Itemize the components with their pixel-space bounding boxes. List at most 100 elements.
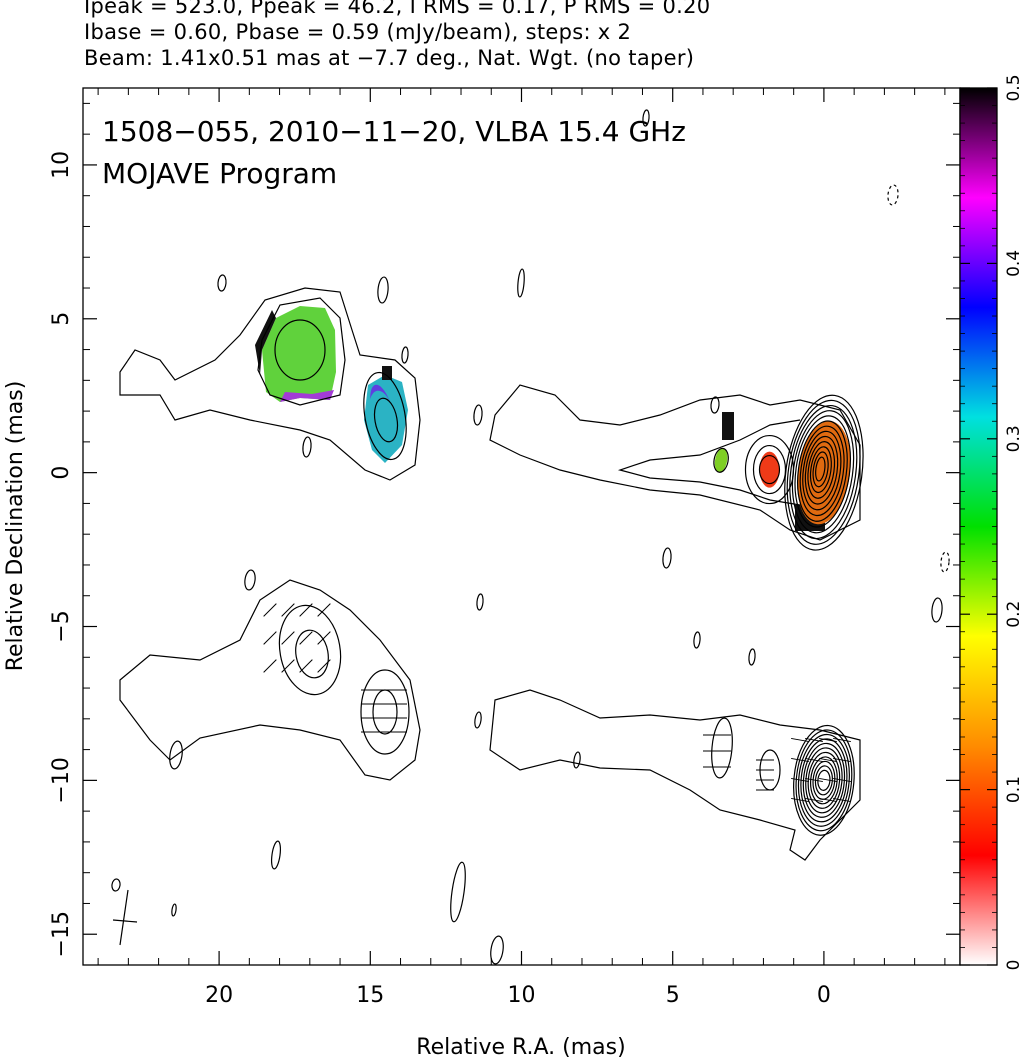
noise-contour-lower (450, 861, 466, 923)
beam-minor-axis (112, 919, 138, 923)
polarization-vector (791, 757, 809, 763)
polarization-vector (263, 631, 277, 645)
polarization-vector (819, 757, 837, 763)
polarization-vector (819, 737, 837, 743)
core-contour-lower (817, 769, 831, 791)
core-contour (815, 456, 826, 482)
noise-contour (302, 436, 312, 458)
knot-contour (713, 447, 729, 473)
polarization-vector (805, 757, 823, 763)
lobe-contour-outer (119, 287, 421, 481)
noise-contour (662, 547, 672, 569)
header-line-3: Beam: 1.41x0.51 mas at −7.7 deg., Nat. W… (84, 46, 695, 70)
colorbar-label: 0.1 (1004, 776, 1022, 803)
core-contour (786, 399, 861, 545)
polarization-vector (833, 797, 851, 803)
x-tick-label: 0 (817, 983, 831, 1008)
x-tick-label: 15 (356, 983, 384, 1008)
x-tick-label: 5 (666, 983, 680, 1008)
core-contour-lower (793, 724, 855, 836)
lobe-contour-lower-inner (295, 629, 329, 679)
plot-title-line-2: MOJAVE Program (102, 157, 337, 190)
polarization-vector (317, 631, 331, 645)
plot-title-line-1: 1508−055, 2010−11−20, VLBA 15.4 GHz (102, 115, 686, 148)
noise-contour-lower (244, 569, 256, 591)
knot-contour (752, 444, 787, 495)
component-1 (759, 451, 780, 488)
y-tick-label: 5 (49, 312, 74, 326)
header-line-2: Ibase = 0.60, Pbase = 0.59 (mJy/beam), s… (84, 20, 632, 44)
component-2 (714, 448, 728, 473)
noise-contour (401, 346, 409, 364)
noise-contour (693, 631, 701, 649)
core-contour (807, 441, 836, 499)
polarization-vector (317, 603, 331, 617)
header-line-1: Ipeak = 523.0, Ppeak = 46.2, I RMS = 0.1… (84, 0, 711, 18)
noise-contour (517, 268, 525, 298)
polarization-vector (819, 797, 837, 803)
y-tick-label: −15 (49, 911, 74, 957)
polarization-vector (317, 659, 331, 673)
noise-contour (476, 593, 484, 611)
noise-contour (710, 396, 720, 414)
polarization-vector (805, 777, 823, 783)
noise-contour-lower (171, 903, 177, 917)
polarization-vector (791, 797, 809, 803)
polarization-vector (805, 797, 823, 803)
polarization-vector (819, 777, 837, 783)
x-axis-label: Relative R.A. (mas) (416, 1035, 625, 1060)
core-contour (784, 394, 864, 551)
y-axis-label: Relative Declination (mas) (3, 381, 28, 672)
y-tick-label: −10 (49, 757, 74, 803)
knot-contour (744, 434, 795, 505)
lobe-contour-lower-east (360, 669, 410, 755)
noise-contour-lower (474, 711, 482, 729)
lobe-contour-inner (274, 319, 326, 381)
noise-contour-lower (169, 740, 183, 770)
polarization-vector (263, 659, 277, 673)
polarization-vector (805, 737, 823, 743)
noise-contour (473, 404, 483, 426)
polarization-vector (299, 603, 313, 617)
colorbar-label: 0.2 (1004, 601, 1022, 628)
polarization-edge-east (382, 366, 392, 380)
y-tick-label: 0 (49, 466, 74, 480)
noise-contour-lower (111, 878, 121, 892)
lobe-contour-east (363, 371, 407, 461)
x-tick-label: 10 (508, 983, 536, 1008)
core-contour (802, 430, 842, 511)
polarization-vector (833, 777, 851, 783)
core-contour (804, 435, 839, 505)
colorbar-label: 0 (1004, 960, 1022, 971)
lobe-contour-lower-east-inner (372, 689, 398, 735)
knot-contour-lower (711, 717, 733, 779)
polarization-edge-knot (722, 412, 734, 440)
polarization-vector (299, 659, 313, 673)
polarization-vector (281, 631, 295, 645)
noise-contour (887, 184, 899, 206)
noise-contour (217, 274, 227, 292)
lobe-contour-lower-mid (278, 604, 342, 696)
core-contour (809, 446, 832, 494)
noise-contour (940, 551, 950, 573)
colorbar (959, 87, 998, 966)
polarization-vector (833, 737, 851, 743)
jet-contour-lower (489, 689, 861, 861)
noise-contour (377, 276, 389, 304)
noise-contour (642, 109, 650, 127)
polarization-vector (263, 603, 277, 617)
polarization-edge-west-bottom (280, 390, 334, 402)
x-tick-label: 20 (205, 983, 233, 1008)
noise-contour-lower (573, 751, 581, 769)
polarization-vector (281, 659, 295, 673)
core-contour (797, 420, 848, 522)
noise-contour (748, 648, 756, 666)
colorbar-label: 0.3 (1004, 425, 1022, 452)
noise-contour-lower (490, 935, 504, 965)
beam-major-axis (119, 889, 129, 946)
knot-contour (758, 454, 781, 485)
polarization-vector (299, 631, 313, 645)
core-contour-lower (795, 729, 853, 832)
lobe-contour-lower (119, 579, 421, 781)
